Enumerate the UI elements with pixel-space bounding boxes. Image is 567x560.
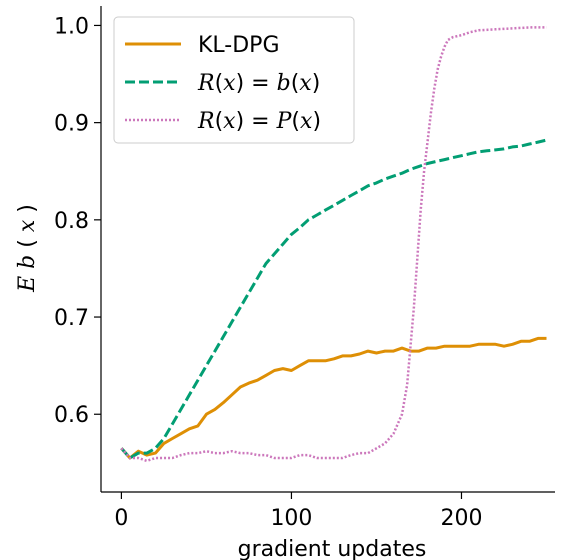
y-tick-label: 0.8 [54, 209, 89, 234]
y-tick-label: 0.6 [54, 403, 89, 428]
series-layer [120, 26, 547, 463]
x-tick-label: 0 [114, 506, 128, 531]
legend-label-2: R(x) = b(x) [197, 71, 320, 96]
y-axis-title-b: b [15, 255, 40, 269]
series-line-1 [120, 336, 547, 460]
y-axis-title-E: E [15, 276, 40, 293]
legend-label-3: R(x) = P(x) [197, 109, 321, 134]
x-axis-title: gradient updates [238, 537, 427, 560]
y-axis-title-paren-close: ) [15, 204, 40, 213]
ticks-layer: 0 100 200 0.6 0.7 0.8 0.9 1.0 [54, 14, 482, 531]
axes-layer [100, 6, 555, 493]
x-tick-label: 200 [440, 506, 482, 531]
y-tick-label: 0.9 [54, 112, 89, 137]
legend-items: KL-DPG R(x) = b(x) R(x) = P(x) [125, 33, 321, 134]
y-axis-title: E b ( x ) [15, 204, 40, 293]
legend-frame [113, 16, 355, 144]
legend-label-1: KL-DPG [198, 33, 280, 58]
series-line-3 [120, 26, 547, 463]
y-tick-label: 1.0 [54, 14, 89, 39]
y-tick-label: 0.7 [54, 306, 89, 331]
x-tick-label: 100 [270, 506, 312, 531]
y-axis-title-paren-open: ( [15, 239, 40, 248]
legend: KL-DPG R(x) = b(x) R(x) = P(x) [113, 16, 355, 144]
series-line-2 [120, 138, 547, 460]
y-axis-title-x: x [15, 219, 40, 232]
